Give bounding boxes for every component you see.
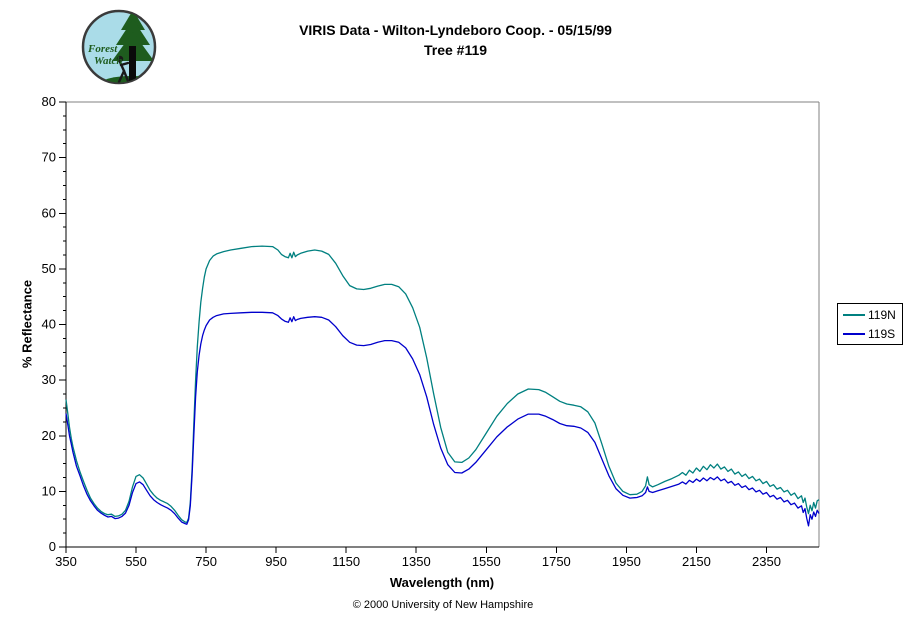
x-tick-label: 950 xyxy=(265,554,287,569)
x-tick-label: 1750 xyxy=(542,554,571,569)
x-tick-label: 1350 xyxy=(402,554,431,569)
legend-entry-119S: 119S xyxy=(843,326,902,341)
y-tick-label: 10 xyxy=(42,483,56,498)
y-tick-label: 20 xyxy=(42,428,56,443)
x-tick-label: 750 xyxy=(195,554,217,569)
copyright-text: © 2000 University of New Hampshire xyxy=(352,599,534,611)
logo-text-watch: Watch xyxy=(94,55,123,67)
person-icon xyxy=(116,55,130,83)
x-tick-label: 550 xyxy=(125,554,147,569)
tree-trunk xyxy=(129,46,136,83)
legend-line-sample-119S xyxy=(843,332,865,335)
y-tick-label: 50 xyxy=(42,261,56,276)
x-axis-title: Wavelength (nm) xyxy=(389,575,495,590)
chart-title-block: VIRIS Data - Wilton-Lyndeboro Coop. - 05… xyxy=(0,20,911,60)
y-tick-label: 0 xyxy=(49,539,56,554)
y-axis-title: % Reflectance xyxy=(19,279,35,369)
legend-label-119S: 119S xyxy=(868,326,896,341)
series-line-119S xyxy=(65,311,820,527)
logo-text-forest: Forest xyxy=(87,43,118,55)
y-tick-label: 40 xyxy=(42,317,56,332)
x-tick-label: 2350 xyxy=(752,554,781,569)
legend-entry-119N: 119N xyxy=(843,307,902,322)
y-tick-label: 30 xyxy=(42,372,56,387)
legend-label-119N: 119N xyxy=(868,307,896,322)
chart-title-line2: Tree #119 xyxy=(423,42,488,58)
y-tick-label: 80 xyxy=(42,94,56,109)
x-tick-label: 1150 xyxy=(332,554,360,569)
x-tick-label: 2150 xyxy=(682,554,711,569)
forest-watch-logo: Forest Watch xyxy=(81,9,157,85)
chart-title-line1: VIRIS Data - Wilton-Lyndeboro Coop. - 05… xyxy=(299,22,612,38)
y-tick-label: 60 xyxy=(42,205,56,220)
y-tick-label: 70 xyxy=(42,150,56,165)
x-tick-label: 350 xyxy=(55,554,77,569)
legend-box: 119N 119S xyxy=(837,303,903,345)
x-tick-label: 1950 xyxy=(612,554,641,569)
series-line-119N xyxy=(65,245,820,524)
legend-line-sample-119N xyxy=(843,313,865,316)
x-tick-label: 1550 xyxy=(472,554,501,569)
